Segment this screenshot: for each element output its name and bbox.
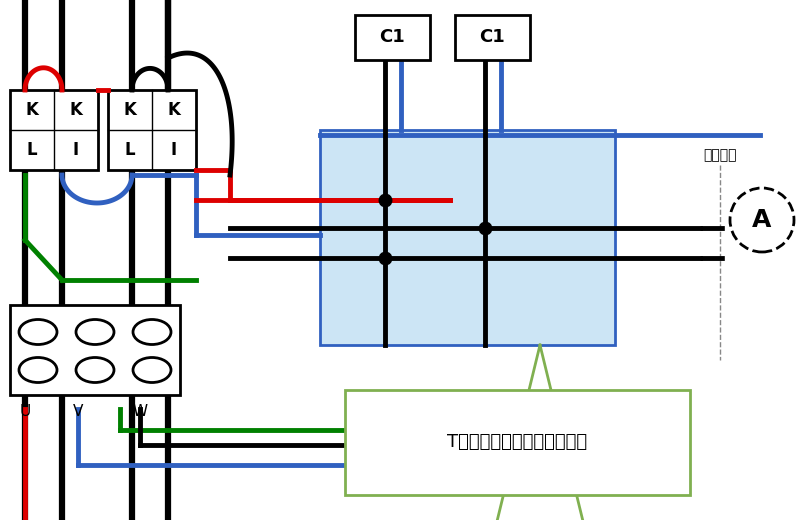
Text: L: L [26,141,38,159]
Text: I: I [171,141,177,159]
Bar [355,15,430,60]
Ellipse shape [133,358,171,383]
Circle shape [730,188,794,252]
Ellipse shape [19,358,57,383]
Text: K: K [167,101,181,119]
Text: I: I [73,141,79,159]
Bar [345,390,690,495]
Text: C1: C1 [480,29,506,46]
Bar [10,90,98,170]
Bar [320,130,615,345]
Ellipse shape [19,319,57,344]
Text: C1: C1 [380,29,406,46]
Text: T相の電流測定の条件の場合: T相の電流測定の条件の場合 [447,434,587,451]
Ellipse shape [76,319,114,344]
Bar [10,305,180,395]
Bar [455,15,530,60]
Text: K: K [123,101,137,119]
Text: K: K [26,101,38,119]
Text: W: W [133,404,147,419]
Bar [108,90,196,170]
Text: V: V [73,404,83,419]
Text: L: L [125,141,135,159]
Ellipse shape [76,358,114,383]
Ellipse shape [133,319,171,344]
Text: K: K [70,101,82,119]
Text: 施工省略: 施工省略 [703,148,737,162]
Text: U: U [19,404,30,419]
Text: A: A [752,208,772,232]
